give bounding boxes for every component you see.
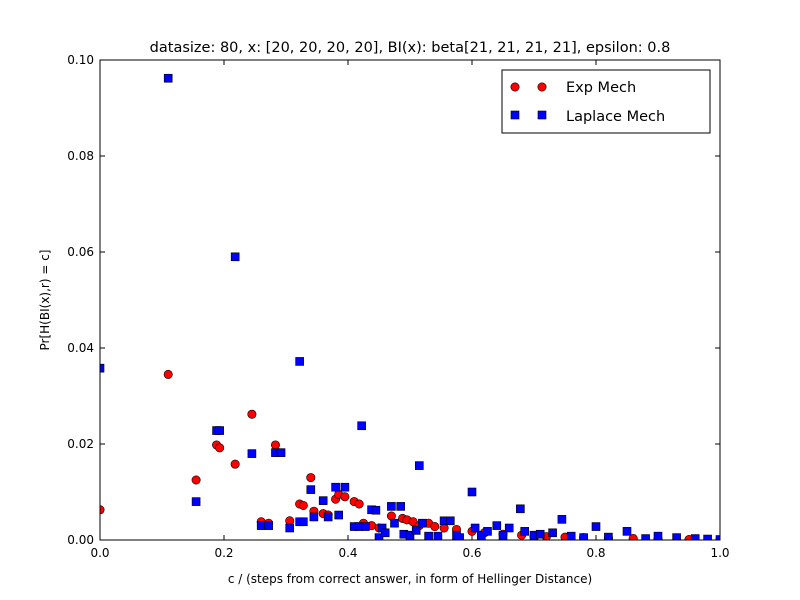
y-tick-label: 0.00 [67,533,94,547]
laplace-mech-point [467,487,477,497]
exp-mech-point [306,473,316,483]
y-tick-label: 0.04 [67,341,94,355]
laplace-mech-point [566,531,576,540]
x-tick-label: 1.0 [710,546,729,560]
laplace-mech-point [498,530,508,540]
laplace-mech-point [455,533,464,540]
legend-label-exp: Exp Mech [566,80,636,96]
laplace-mech-point [390,518,399,528]
laplace-mech-point [690,534,700,540]
legend-laplace-marker [537,110,547,120]
exp-mech-point [270,440,280,450]
laplace-mech-point [516,504,525,514]
laplace-mech-point [433,531,443,540]
laplace-mech-point [299,517,308,527]
exp-mech-point [230,459,240,469]
y-tick-label: 0.02 [67,437,94,451]
laplace-mech-point [557,515,567,524]
laplace-mech-point [653,531,663,540]
exp-mech-point [163,369,173,379]
x-tick-label: 0.4 [338,546,357,560]
x-tick-label: 0.6 [462,546,481,560]
laplace-mech-point [622,527,632,536]
laplace-mech-point [306,485,316,494]
laplace-mech-point [380,528,390,538]
laplace-mech-point [535,529,545,539]
x-axis-label: c / (steps from correct answer, in form … [228,572,592,586]
series-laplace-mech [100,73,720,540]
laplace-mech-point [361,522,370,531]
x-tick-label: 0.8 [586,546,605,560]
laplace-mech-point [331,482,340,492]
laplace-mech-point [215,426,224,435]
legend-exp-marker [537,82,547,92]
laplace-mech-point [256,521,266,530]
exp-mech-point [298,500,308,510]
legend: Exp Mech Laplace Mech [501,69,711,134]
y-axis-label: Pr[H(BI(x),r) = c] [38,250,52,351]
exp-mech-point [191,475,201,485]
laplace-mech-point [414,461,424,470]
laplace-mech-point [340,482,350,492]
laplace-mech-point [374,533,384,540]
laplace-mech-point [318,496,328,505]
laplace-mech-point [591,522,601,531]
laplace-mech-point [418,518,427,528]
laplace-mech-point [396,502,406,511]
laplace-mech-point [334,510,344,520]
laplace-mech-point [520,527,530,536]
exp-mech-point [247,409,257,419]
exp-mech-point [430,522,440,532]
x-tick-label: 0.0 [90,546,109,560]
exp-mech-point [628,534,638,540]
laplace-mech-point [285,523,295,533]
laplace-mech-point [100,363,105,373]
y-tick-label: 0.08 [67,149,94,163]
exp-mech-point [215,443,225,453]
laplace-mech-point [492,521,502,530]
plot-area: 0.0 0.2 0.4 0.6 0.8 1.0 0.00 0.02 0.04 0.06 0.08 0.… [67,53,729,560]
laplace-mech-point [672,533,681,540]
laplace-mech-point [371,505,381,515]
laplace-mech-point [264,521,273,530]
laplace-mech-point [411,526,421,535]
laplace-mech-point [387,502,396,511]
laplace-mech-point [357,421,366,431]
laplace-mech-point [504,523,514,533]
laplace-mech-point [470,523,480,533]
laplace-mech-point [424,531,433,540]
exp-mech-point [354,499,364,509]
laplace-mech-point [163,73,173,83]
laplace-mech-point [703,534,712,540]
points-layer [100,73,720,540]
laplace-mech-point [445,516,455,526]
exp-mech-point [340,492,350,502]
legend-exp-marker [510,82,520,92]
laplace-mech-point [295,357,304,366]
y-tick-label: 0.06 [67,245,94,259]
laplace-mech-point [309,512,319,522]
laplace-mech-point [604,532,613,540]
laplace-mech-point [579,533,588,540]
laplace-mech-point [483,527,492,536]
laplace-mech-point [191,497,201,506]
x-tick-label: 0.2 [214,546,233,560]
legend-box [501,69,711,134]
legend-laplace-marker [510,110,520,120]
laplace-mech-point [405,530,415,540]
legend-label-laplace: Laplace Mech [566,109,665,125]
laplace-mech-point [276,448,286,457]
laplace-mech-point [548,528,557,538]
laplace-mech-point [323,512,333,522]
laplace-mech-point [230,252,240,262]
laplace-mech-point [641,534,650,540]
plot-frame [99,59,721,541]
laplace-mech-point [247,449,257,458]
y-tick-label: 0.10 [67,53,94,67]
chart-title: datasize: 80, x: [20, 20, 20, 20], BI(x)… [150,40,671,56]
